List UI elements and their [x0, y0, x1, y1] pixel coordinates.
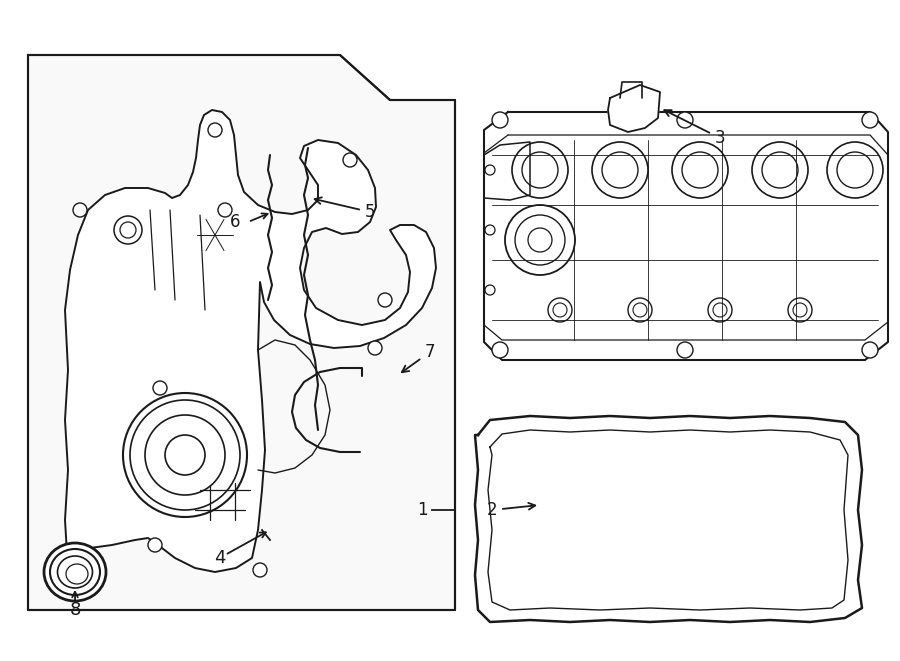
Polygon shape	[28, 55, 455, 610]
Circle shape	[672, 142, 728, 198]
Circle shape	[862, 112, 878, 128]
Circle shape	[208, 123, 222, 137]
Text: 8: 8	[69, 601, 81, 619]
Circle shape	[862, 342, 878, 358]
Circle shape	[114, 216, 142, 244]
Circle shape	[253, 563, 267, 577]
Circle shape	[73, 203, 87, 217]
Circle shape	[492, 342, 508, 358]
Circle shape	[153, 381, 167, 395]
Circle shape	[343, 153, 357, 167]
Circle shape	[827, 142, 883, 198]
Circle shape	[592, 142, 648, 198]
Polygon shape	[608, 85, 660, 132]
Circle shape	[378, 293, 392, 307]
Circle shape	[123, 393, 247, 517]
Circle shape	[677, 342, 693, 358]
Text: 3: 3	[664, 110, 725, 147]
Polygon shape	[475, 416, 862, 622]
Text: 2: 2	[487, 501, 536, 519]
Text: 1: 1	[418, 501, 428, 519]
Text: 5: 5	[315, 198, 375, 221]
Circle shape	[148, 538, 162, 552]
Text: 6: 6	[230, 213, 240, 231]
Ellipse shape	[44, 543, 106, 601]
Text: 4: 4	[214, 549, 226, 567]
Circle shape	[788, 298, 812, 322]
Polygon shape	[484, 112, 888, 360]
Circle shape	[485, 225, 495, 235]
Circle shape	[485, 165, 495, 175]
Circle shape	[752, 142, 808, 198]
Text: 7: 7	[402, 343, 436, 372]
Circle shape	[505, 205, 575, 275]
Circle shape	[218, 203, 232, 217]
Circle shape	[548, 298, 572, 322]
Circle shape	[368, 341, 382, 355]
Circle shape	[628, 298, 652, 322]
Circle shape	[492, 112, 508, 128]
Circle shape	[512, 142, 568, 198]
Circle shape	[485, 285, 495, 295]
Polygon shape	[65, 110, 436, 572]
Circle shape	[73, 553, 87, 567]
Circle shape	[677, 112, 693, 128]
Circle shape	[708, 298, 732, 322]
